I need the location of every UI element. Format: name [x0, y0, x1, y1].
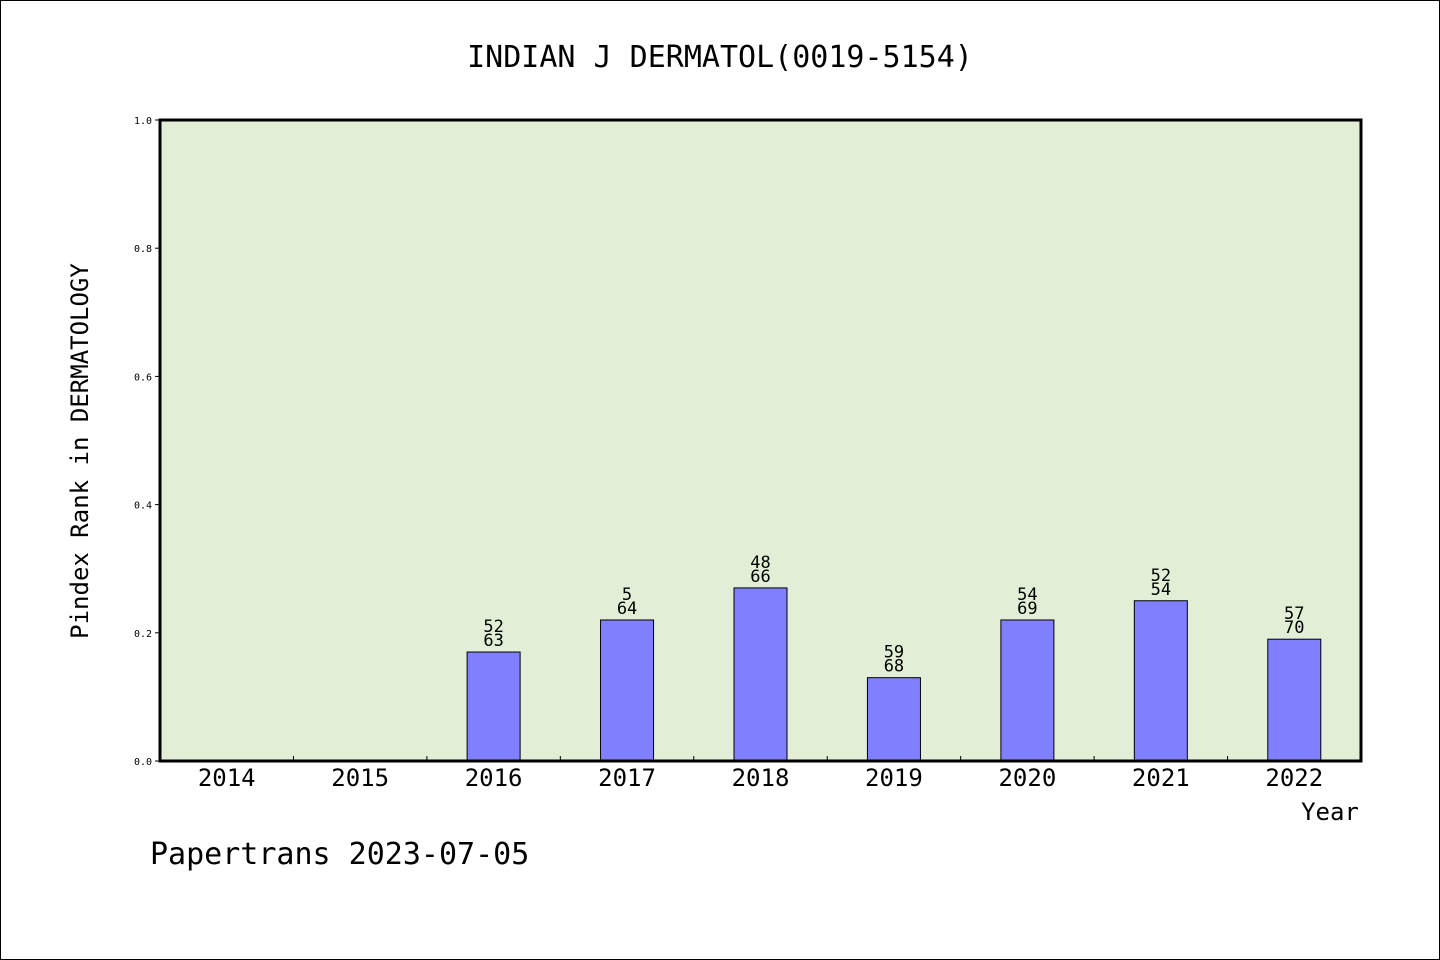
bar-total-label: 54: [1151, 580, 1171, 600]
x-tick-label: 2020: [998, 764, 1056, 792]
bar-2019: [866, 677, 921, 762]
bar-total-label: 64: [617, 599, 637, 619]
x-tick-label: 2015: [331, 764, 389, 792]
bar-total-label: 69: [1017, 599, 1037, 619]
y-tick-label: 1.0: [134, 116, 152, 127]
bar-total-label: 63: [483, 631, 503, 651]
bar-2017: [600, 619, 655, 762]
x-axis-label: Year: [1301, 798, 1359, 826]
x-tick-label: 2017: [598, 764, 656, 792]
bar-2018: [733, 587, 788, 762]
bars-group: [466, 587, 1322, 762]
x-axis: 2014 2015 2016 2017 2018 2019 2020 2021 2022: [198, 756, 1323, 792]
x-tick-label: 2014: [198, 764, 256, 792]
x-tick-label: 2016: [465, 764, 523, 792]
plot-border: [158, 118, 1363, 763]
y-tick-label: 0.0: [134, 757, 152, 768]
bar-rank-label: 5: [622, 585, 632, 605]
y-axis: 0.0 0.2 0.4 0.6 0.8 1.0: [134, 116, 160, 768]
bar-rank-label: 52: [483, 617, 503, 637]
y-axis-label: Pindex Rank in DERMATOLOGY: [66, 263, 94, 639]
x-tick-label: 2019: [865, 764, 923, 792]
bar-rank-label: 59: [884, 643, 904, 663]
y-tick-label: 0.2: [134, 629, 152, 640]
x-tick-label: 2022: [1265, 764, 1323, 792]
bar-2021: [1133, 600, 1188, 762]
bar-2016: [466, 651, 521, 762]
y-tick-label: 0.8: [134, 244, 152, 255]
y-tick-label: 0.4: [134, 501, 152, 512]
bar-2020: [1000, 619, 1055, 762]
bar-rank-label: 54: [1017, 585, 1037, 605]
bar-2022: [1267, 638, 1322, 762]
bar-total-label: 70: [1284, 618, 1304, 638]
bar-total-label: 68: [884, 657, 904, 677]
y-tick-label: 0.6: [134, 372, 152, 383]
footer-credit: Papertrans 2023-07-05: [150, 837, 529, 872]
x-tick-label: 2021: [1132, 764, 1190, 792]
bar-total-label: 66: [750, 567, 770, 587]
bar-rank-label: 57: [1284, 604, 1304, 624]
chart-title: INDIAN J DERMATOL(0019-5154): [467, 40, 973, 75]
bar-rank-label: 52: [1151, 566, 1171, 586]
x-tick-label: 2018: [732, 764, 790, 792]
bar-rank-label: 48: [750, 553, 770, 573]
